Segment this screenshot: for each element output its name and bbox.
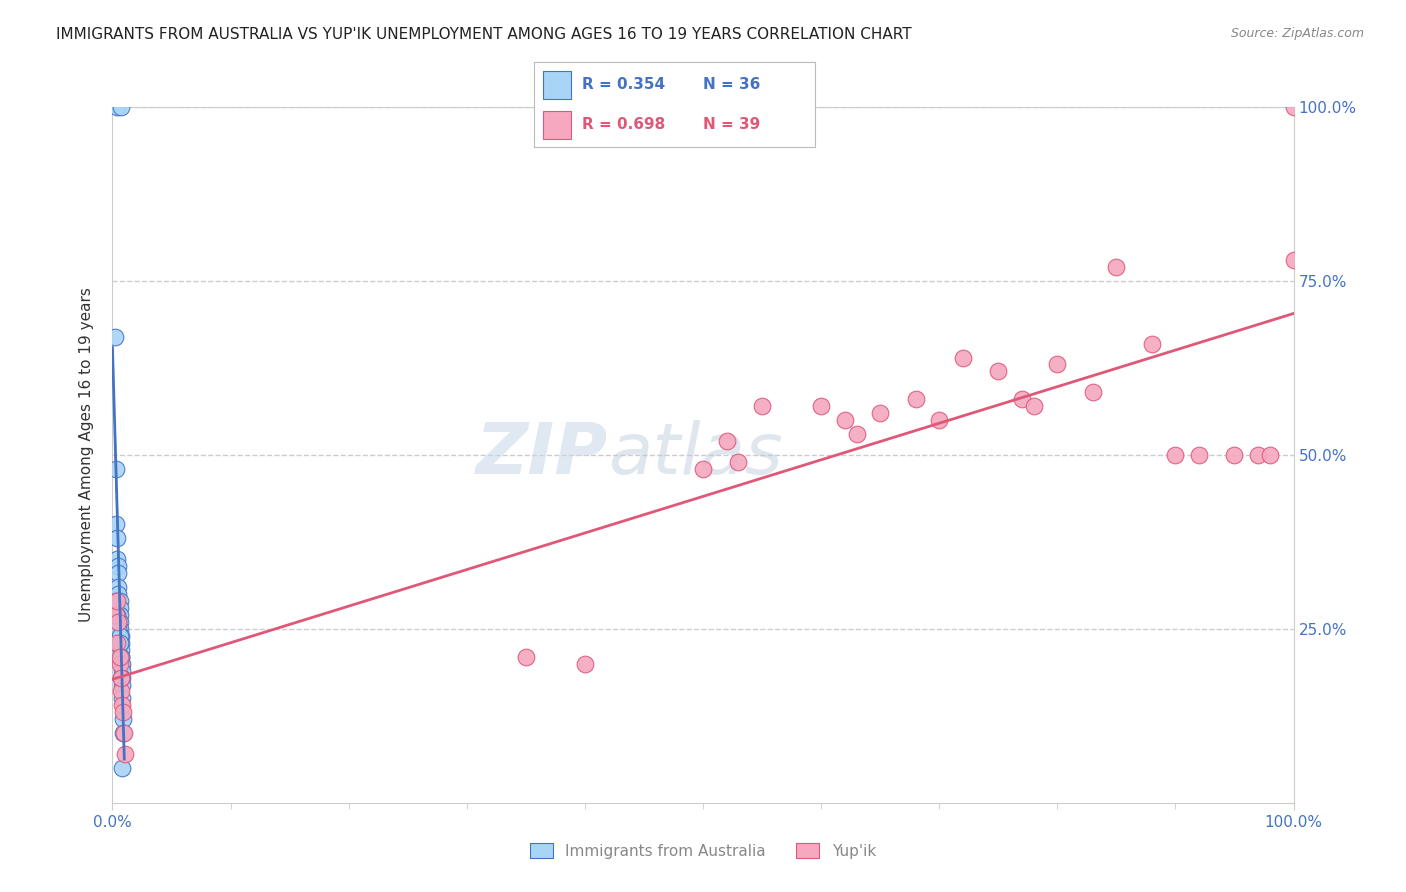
Point (108, 607, 131, 622)
Point (112, 726, 135, 740)
Point (105, 517, 128, 532)
Point (1258, 448, 1281, 462)
FancyBboxPatch shape (543, 71, 571, 99)
Point (105, 607, 128, 622)
Point (111, 691, 134, 706)
Point (692, 462, 714, 476)
Text: ZIP: ZIP (477, 420, 609, 490)
Point (110, 649, 132, 664)
Point (108, 629, 131, 643)
Point (105, 532, 128, 546)
Point (107, 615, 129, 629)
Point (112, 712, 135, 726)
Point (108, 636, 131, 650)
Point (810, 399, 832, 413)
Point (107, 622, 129, 636)
Point (104, 329, 127, 343)
Point (105, 552, 128, 566)
Point (108, 649, 131, 664)
Point (110, 642, 132, 657)
Point (111, 677, 134, 691)
Text: R = 0.354: R = 0.354 (582, 78, 665, 93)
Point (110, 100, 132, 114)
Point (1282, 100, 1305, 114)
Point (107, 566, 129, 581)
Point (114, 747, 136, 761)
Point (111, 657, 134, 671)
Point (108, 594, 131, 608)
Point (987, 364, 1010, 378)
Point (108, 601, 131, 615)
Point (107, 559, 129, 574)
Text: N = 39: N = 39 (703, 117, 761, 132)
Point (1140, 336, 1163, 351)
Point (110, 671, 132, 685)
Point (1105, 260, 1128, 274)
Point (1046, 358, 1069, 372)
Point (727, 455, 749, 469)
Point (1247, 448, 1270, 462)
Point (845, 427, 868, 442)
Point (1282, 253, 1305, 268)
Point (107, 615, 129, 629)
Legend: Immigrants from Australia, Yup'ik: Immigrants from Australia, Yup'ik (524, 837, 882, 864)
Point (112, 726, 135, 740)
Point (110, 684, 132, 698)
Point (105, 607, 128, 622)
Point (107, 580, 129, 594)
Point (751, 399, 773, 413)
Point (834, 413, 856, 427)
Point (110, 671, 132, 685)
Point (952, 351, 974, 365)
Text: N = 36: N = 36 (703, 78, 761, 93)
Point (111, 761, 134, 775)
Point (928, 413, 950, 427)
Point (1164, 448, 1187, 462)
Point (108, 622, 131, 636)
Point (107, 587, 129, 601)
FancyBboxPatch shape (543, 111, 571, 139)
Point (110, 636, 132, 650)
Point (112, 706, 135, 720)
Point (1022, 399, 1045, 413)
Point (1011, 392, 1033, 407)
Point (574, 657, 596, 671)
Text: IMMIGRANTS FROM AUSTRALIA VS YUP'IK UNEMPLOYMENT AMONG AGES 16 TO 19 YEARS CORRE: IMMIGRANTS FROM AUSTRALIA VS YUP'IK UNEM… (56, 27, 912, 42)
Point (515, 649, 537, 664)
Text: Source: ZipAtlas.com: Source: ZipAtlas.com (1230, 27, 1364, 40)
Point (105, 636, 128, 650)
Point (105, 594, 128, 608)
Point (111, 698, 134, 713)
Point (110, 649, 132, 664)
Point (716, 434, 738, 448)
Point (105, 462, 128, 476)
Point (105, 100, 128, 114)
Point (108, 657, 131, 671)
Point (904, 392, 927, 407)
Point (110, 629, 132, 643)
Point (111, 671, 134, 685)
Point (1188, 448, 1211, 462)
Point (108, 615, 131, 629)
Point (1223, 448, 1246, 462)
Text: atlas: atlas (609, 420, 783, 490)
Point (1081, 385, 1104, 400)
Text: R = 0.698: R = 0.698 (582, 117, 665, 132)
Point (111, 664, 134, 678)
Point (105, 594, 128, 608)
Point (869, 406, 891, 420)
Y-axis label: Unemployment Among Ages 16 to 19 years: Unemployment Among Ages 16 to 19 years (79, 287, 94, 623)
